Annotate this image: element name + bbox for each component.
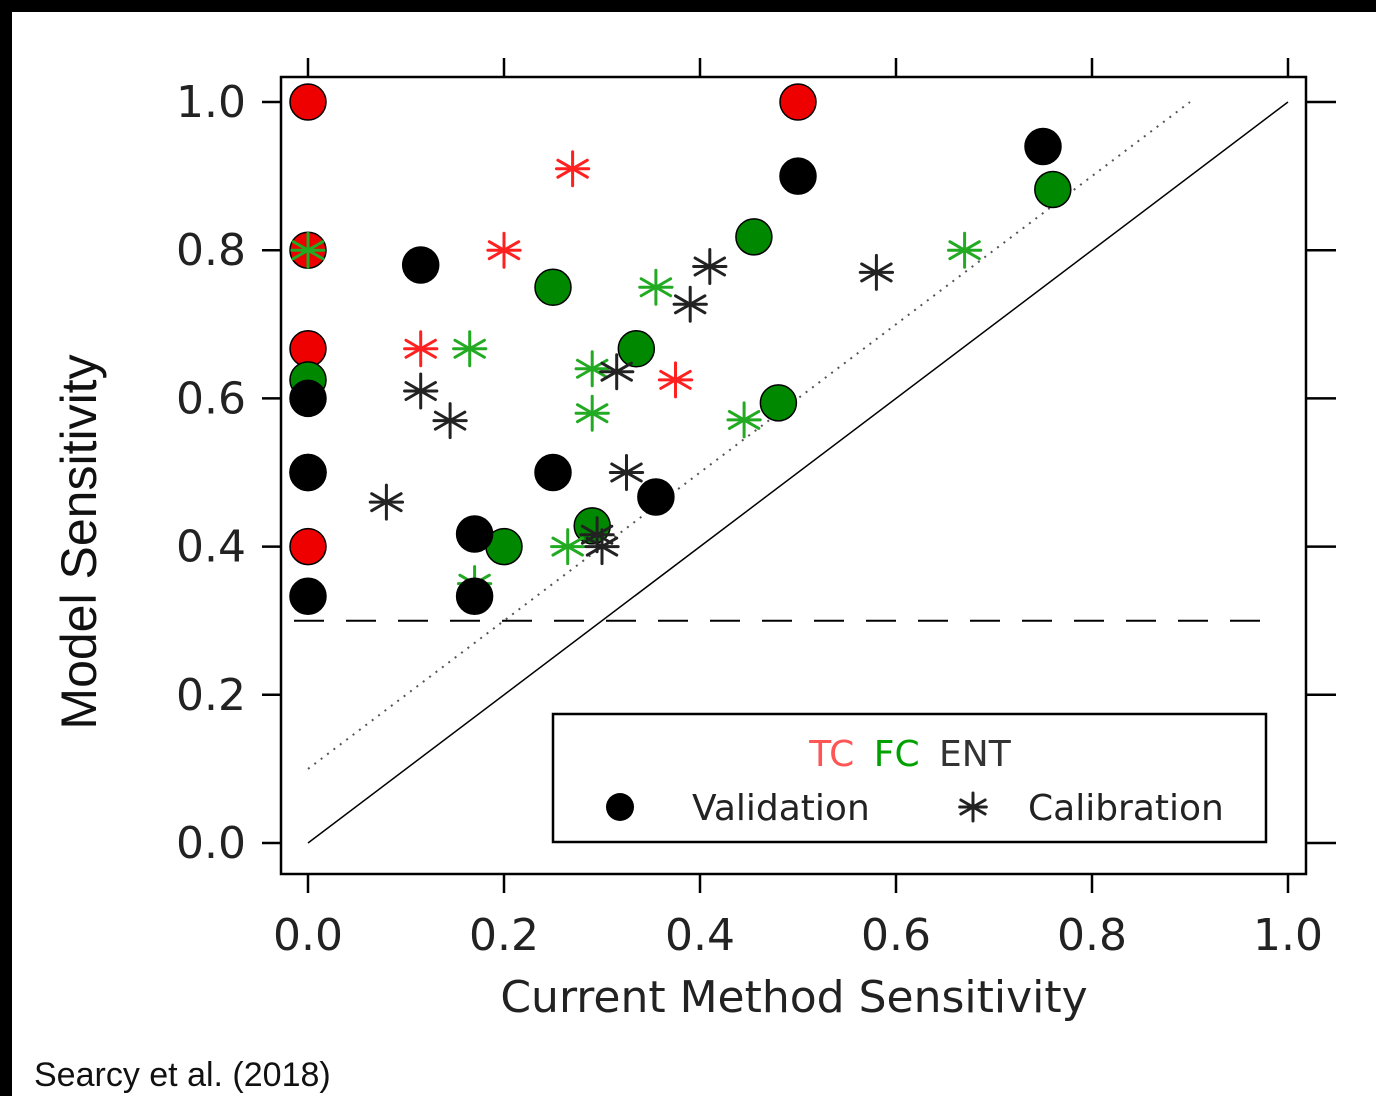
ent-calibration-point <box>403 372 439 410</box>
tc-validation-point <box>289 83 327 121</box>
y-tick-label: 0.6 <box>176 373 246 424</box>
ent-validation-point <box>289 453 327 492</box>
y-tick-label: 1.0 <box>176 77 246 128</box>
y-axis-label: Model Sensitivity <box>51 354 107 729</box>
ent-calibration-point <box>672 285 708 323</box>
ent-validation-point <box>289 577 327 615</box>
asterisk-icon <box>958 791 988 823</box>
fc-calibration-point <box>726 401 762 439</box>
ent-calibration-point <box>858 253 895 291</box>
x-axis-label: Current Method Sensitivity <box>500 972 1087 1023</box>
legend-group-fc: FC <box>874 734 920 775</box>
tc-validation-point <box>779 83 817 121</box>
ent-validation-point <box>289 379 327 418</box>
legend-calibration-label: Calibration <box>1028 788 1224 829</box>
tc-validation-point <box>289 527 327 566</box>
fc-calibration-point <box>452 330 488 368</box>
legend: TC FC ENT Validation Calibration <box>551 712 1268 844</box>
data-points <box>289 83 1072 615</box>
ent-validation-point <box>1024 127 1062 166</box>
figure-panel: 0.0 0.2 0.4 0.6 0.8 1.0 0.0 0.2 0.4 0.6 0.8 1.0 Cu… <box>12 12 1376 1096</box>
tc-calibration-point <box>657 361 694 399</box>
y-tick-label: 0.0 <box>176 818 246 869</box>
ent-validation-point <box>455 577 494 615</box>
ent-validation-point <box>455 515 494 553</box>
x-tick-label: 1.0 <box>1253 910 1323 961</box>
ent-calibration-point <box>368 483 405 521</box>
identity-line <box>307 101 1289 844</box>
fc-validation-point <box>735 218 773 256</box>
ent-calibration-point <box>692 248 728 286</box>
ent-calibration-point <box>432 402 468 440</box>
legend-group-ent: ENT <box>939 734 1012 775</box>
tc-calibration-point <box>486 231 522 269</box>
fc-calibration-point <box>574 394 610 432</box>
legend-calibration-marker <box>958 791 988 823</box>
fc-validation-point <box>759 384 798 422</box>
ent-validation-point <box>534 453 572 492</box>
y-tick-label: 0.4 <box>176 522 246 573</box>
legend-box <box>551 712 1268 844</box>
tc-calibration-point <box>403 330 439 368</box>
ent-calibration-point <box>608 454 645 491</box>
fc-calibration-point <box>550 528 586 566</box>
fc-validation-point <box>617 330 656 368</box>
ent-validation-point <box>779 157 817 195</box>
fc-calibration-point <box>638 268 674 306</box>
tc-calibration-point <box>554 150 591 188</box>
axis-ticks <box>262 58 1336 893</box>
x-tick-label: 0.8 <box>1057 910 1127 961</box>
fc-calibration-point <box>946 231 983 269</box>
x-tick-label: 0.2 <box>469 910 539 961</box>
fc-validation-point <box>1034 170 1072 209</box>
reference-lines <box>294 101 1289 844</box>
legend-group-tc: TC <box>808 734 854 775</box>
fc-calibration-point <box>290 231 326 269</box>
x-tick-label: 0.0 <box>273 910 343 961</box>
x-tick-label: 0.4 <box>665 910 735 961</box>
y-tick-label: 0.8 <box>176 225 246 276</box>
ent-validation-point <box>401 246 440 284</box>
y-tick-label: 0.2 <box>176 670 246 721</box>
y-tick-labels: 0.0 0.2 0.4 0.6 0.8 1.0 <box>176 77 246 869</box>
scatter-chart: 0.0 0.2 0.4 0.6 0.8 1.0 0.0 0.2 0.4 0.6 0.8 1.0 Cu… <box>51 58 1336 1023</box>
fc-validation-point <box>534 268 572 306</box>
x-tick-label: 0.6 <box>861 910 931 961</box>
plot-frame <box>279 75 1308 876</box>
legend-groups: TC FC ENT <box>808 734 1011 775</box>
ent-calibration-point <box>584 528 620 566</box>
legend-validation-marker <box>606 793 634 821</box>
x-tick-labels: 0.0 0.2 0.4 0.6 0.8 1.0 <box>273 910 1323 961</box>
offset-diagonal-line <box>307 101 1191 770</box>
legend-validation-label: Validation <box>692 788 870 829</box>
ent-validation-point <box>637 478 675 516</box>
source-credit: Searcy et al. (2018) <box>34 1056 331 1094</box>
ent-calibration-point <box>599 353 635 391</box>
